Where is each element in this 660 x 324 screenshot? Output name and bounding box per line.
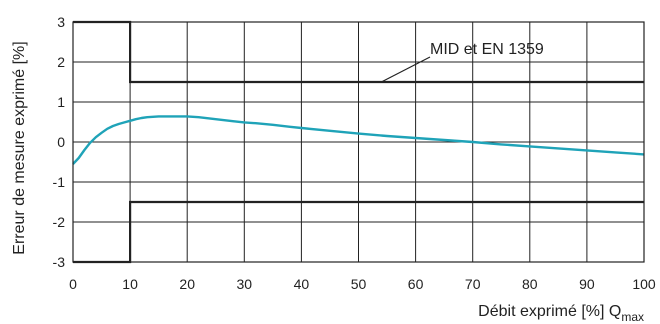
x-tick-labels: 0 10 20 30 40 50 60 70 80 90 100 [69,276,656,292]
error-curve [72,115,645,165]
x-tick-label-1: 10 [122,276,138,292]
y-tick-label-6: -3 [53,254,66,270]
x-tick-label-7: 70 [465,276,481,292]
x-tick-label-2: 20 [179,276,195,292]
x-tick-label-4: 40 [294,276,310,292]
y-tick-label-0: 3 [57,14,65,30]
y-tick-label-4: -1 [53,174,66,190]
plot-frame [72,21,645,263]
annotation: MID et EN 1359 [381,41,544,83]
x-tick-label-9: 90 [579,276,595,292]
annotation-text: MID et EN 1359 [430,41,544,58]
x-tick-label-3: 30 [237,276,253,292]
y-tick-labels: 3 2 1 0 -1 -2 -3 [53,14,66,270]
y-tick-label-1: 2 [57,54,65,70]
y-tick-label-5: -2 [53,214,66,230]
x-tick-label-10: 100 [632,276,656,292]
x-axis-label-subscript: max [621,310,644,324]
grid-lines [72,21,645,263]
x-axis-label: Débit exprimé [%] Qmax [478,303,644,324]
x-tick-label-8: 80 [522,276,538,292]
annotation-leader-line [381,56,431,83]
x-axis-label-main: Débit exprimé [%] Q [478,303,621,320]
y-tick-label-2: 1 [57,94,65,110]
y-tick-label-3: 0 [57,134,65,150]
plot-border [72,21,645,263]
x-tick-label-6: 60 [408,276,424,292]
x-tick-label-0: 0 [69,276,77,292]
error-curve-line [72,115,645,165]
y-axis-label: Erreur de mesure exprimé [%] [11,41,28,254]
x-tick-label-5: 50 [351,276,367,292]
